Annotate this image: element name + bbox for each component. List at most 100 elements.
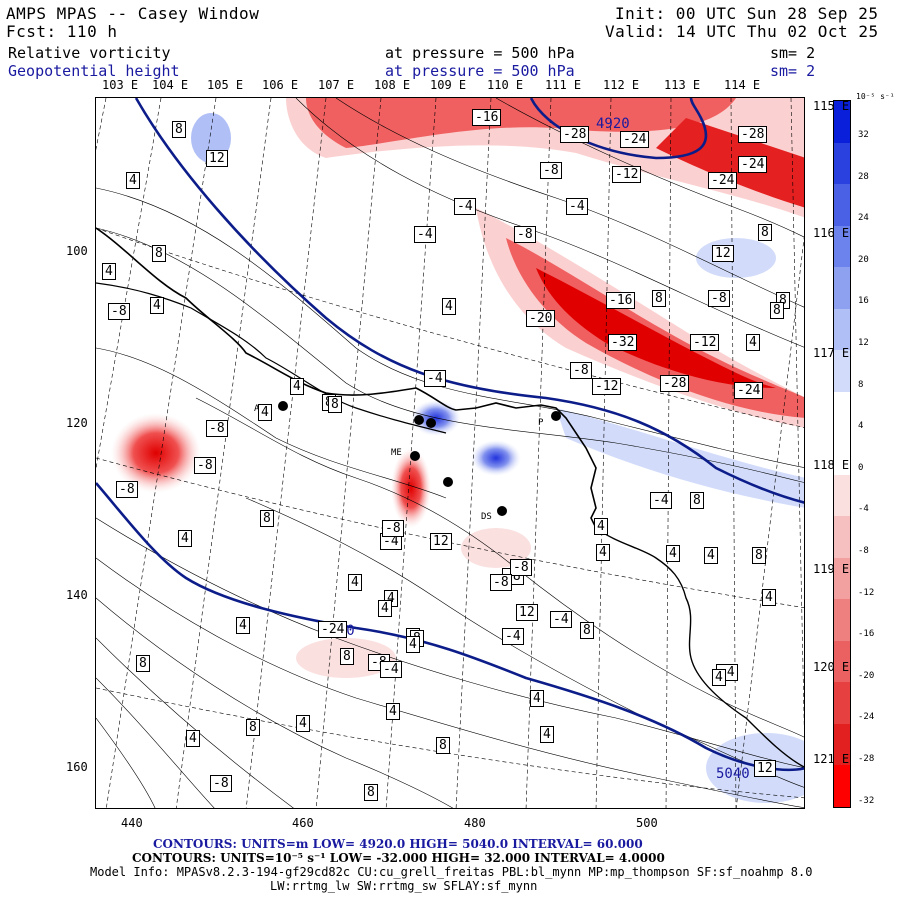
lon-label-side: 121 E (813, 752, 850, 766)
vort-contour-label: 4 (762, 589, 776, 606)
vort-contour-label: 8 (152, 245, 166, 262)
colorbar-swatch (834, 640, 850, 683)
vort-contour-label: -4 (454, 198, 476, 215)
vort-contour-label: 4 (712, 669, 726, 686)
vort-contour-label: 8 (246, 719, 260, 736)
colorbar-tick: 20 (858, 254, 869, 265)
station-label: DS (481, 512, 492, 522)
vort-contour-label: -8 (206, 420, 228, 437)
lon-label-side: 119 E (813, 562, 850, 576)
vort-contour-label: 12 (516, 604, 538, 621)
vort-contour-label: -20 (526, 310, 556, 327)
colorbar-swatch (834, 184, 850, 227)
forecast-hour: Fcst: 110 h (6, 22, 118, 41)
y-tick: 100 (66, 244, 88, 258)
vort-contour-label: 4 (178, 530, 192, 547)
model-info-2: LW:rrtmg_lw SW:rrtmg_sw SFLAY:sf_mynn (270, 879, 538, 893)
vort-contour-label: 8 (136, 655, 150, 672)
colorbar-tick: 28 (858, 171, 869, 182)
vort-contour-label: 4 (442, 298, 456, 315)
station-marker[interactable] (410, 451, 420, 461)
coastline (595, 527, 804, 768)
lon-label-top: 109 E (430, 78, 467, 92)
station-label: P (538, 418, 544, 428)
vort-contour-label: 4 (296, 715, 310, 732)
colorbar-tick: 32 (858, 130, 869, 140)
vort-neg-core (306, 98, 736, 148)
field1-name: Relative vorticity (8, 44, 171, 62)
vort-contour-label: -16 (606, 292, 636, 309)
height-label: 4920 (596, 116, 630, 132)
colorbar-swatch (834, 723, 850, 766)
vort-contour-label: -28 (660, 375, 690, 392)
x-tick: 440 (121, 816, 143, 830)
lon-label-top: 111 E (545, 78, 582, 92)
vort-contour-label: 4 (386, 703, 400, 720)
vort-pos-blob (471, 440, 521, 476)
y-tick: 140 (66, 588, 88, 602)
vort-contour-label: 4 (150, 297, 164, 314)
vort-contour-label: -24 (620, 131, 650, 148)
colorbar-swatch (834, 474, 850, 517)
station-marker[interactable] (551, 411, 561, 421)
x-tick: 500 (636, 816, 658, 830)
lon-label-side: 118 E (813, 458, 850, 472)
lon-label-top: 107 E (318, 78, 355, 92)
vort-contour-label: 12 (712, 245, 734, 262)
colorbar-swatch (834, 350, 850, 393)
coastline (96, 227, 597, 529)
lon-label-top: 104 E (152, 78, 189, 92)
field1-smooth: sm= 2 (770, 44, 816, 62)
vort-contour-label: -8 (194, 457, 216, 474)
model-info: Model Info: MPASv8.2.3-194-gf29cd82c CU:… (90, 865, 813, 879)
vort-contour-label: 4 (540, 726, 554, 743)
vort-contour-label: -24 (318, 621, 348, 638)
colorbar-tick: -8 (858, 546, 869, 556)
vort-contour-label: 4 (186, 730, 200, 747)
vort-contour-label: -4 (650, 492, 672, 509)
colorbar-tick: -32 (858, 795, 875, 806)
vort-contour-label: 4 (704, 547, 718, 564)
vort-contour-info: CONTOURS: UNITS=10⁻⁵ s⁻¹ LOW= -32.000 HI… (132, 851, 665, 865)
vort-contour-label: 4 (666, 545, 680, 562)
lon-label-top: 110 E (487, 78, 524, 92)
vort-contour-label: -8 (210, 775, 232, 792)
station-marker[interactable] (278, 401, 288, 411)
vort-contour-label: 8 (690, 492, 704, 509)
station-marker[interactable] (443, 477, 453, 487)
vort-neg-blob (111, 413, 201, 493)
lon-label-side: 120 E (813, 660, 850, 674)
vort-contour-label: 4 (378, 600, 392, 617)
vort-contour-label: 8 (340, 648, 354, 665)
vort-contour-label: 8 (770, 302, 784, 319)
vort-contour-label: 4 (594, 518, 608, 535)
colorbar-swatch (834, 308, 850, 351)
vort-contour-label: -8 (116, 481, 138, 498)
lon-label-top: 103 E (102, 78, 139, 92)
vort-contour-label: -12 (612, 166, 642, 183)
vort-contour-label: -8 (514, 226, 536, 243)
lon-label-top: 108 E (374, 78, 411, 92)
map-panel[interactable]: AR DS P ME 4920 5040 5040 (95, 97, 805, 809)
vort-contour-label: -8 (510, 559, 532, 576)
field1-level: at pressure = 500 hPa (385, 44, 575, 62)
station-marker[interactable] (497, 506, 507, 516)
lon-label-side: 117 E (813, 346, 850, 360)
stations (278, 401, 561, 516)
colorbar (833, 100, 851, 808)
colorbar-swatch (834, 267, 850, 310)
vort-contour-label: 4 (236, 617, 250, 634)
vort-contour-label: 8 (364, 784, 378, 801)
station-marker[interactable] (426, 418, 436, 428)
vort-contour-label: 8 (580, 622, 594, 639)
station-marker[interactable] (414, 415, 424, 425)
vort-contour-label: -4 (424, 370, 446, 387)
vort-contour-label: -12 (592, 378, 622, 395)
vort-neg-core (536, 268, 776, 388)
vort-contour-label: 12 (206, 150, 228, 167)
vort-contour-label: 8 (652, 290, 666, 307)
colorbar-swatch (834, 557, 850, 600)
vort-contour-label: 4 (406, 636, 420, 653)
vort-contour-label: 4 (126, 172, 140, 189)
y-tick: 160 (66, 760, 88, 774)
